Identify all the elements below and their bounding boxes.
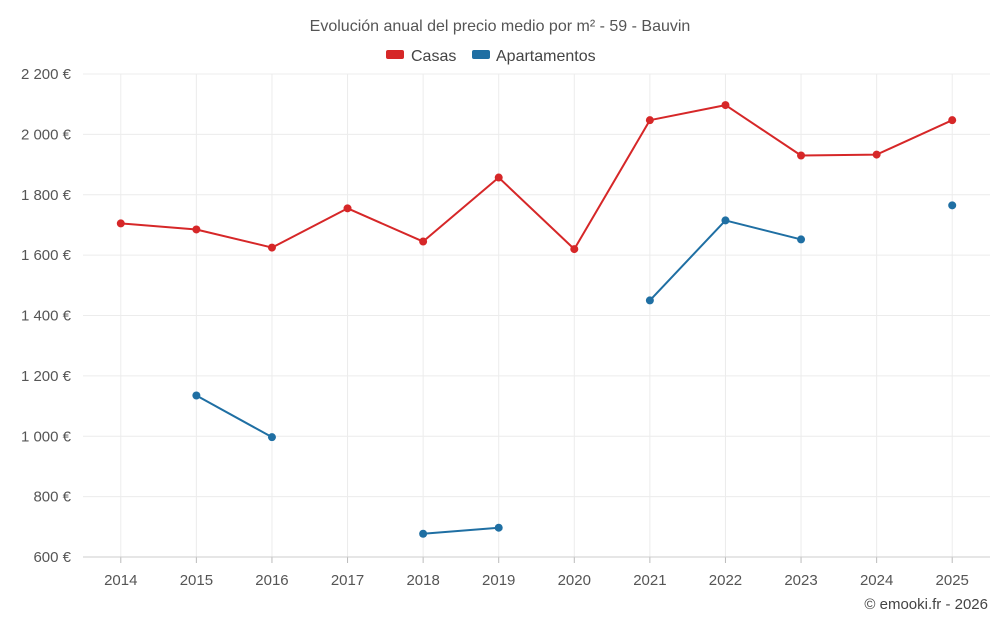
data-point-casas[interactable] (645, 116, 654, 125)
x-tick-label: 2021 (633, 572, 666, 589)
legend: Casas Apartamentos (386, 48, 596, 65)
x-tick-label: 2019 (482, 572, 515, 589)
series-line-casas (120, 104, 953, 251)
series (116, 101, 957, 538)
data-point-casas[interactable] (948, 116, 957, 125)
data-point-casas[interactable] (343, 204, 352, 213)
credit-text: © emooki.fr - 2026 (864, 596, 988, 613)
data-point-casas[interactable] (570, 245, 579, 254)
grid (83, 73, 990, 558)
y-tick-label: 1 400 € (21, 308, 72, 325)
x-tick-label: 2020 (558, 572, 591, 589)
data-point-casas[interactable] (494, 173, 503, 182)
x-tick-label: 2022 (709, 572, 742, 589)
data-point-apartamentos[interactable] (267, 433, 276, 442)
data-point-casas[interactable] (267, 243, 276, 252)
legend-item-apartamentos[interactable]: Apartamentos (472, 48, 596, 65)
y-tick-label: 1 600 € (21, 247, 72, 264)
y-tick-label: 2 000 € (21, 126, 72, 143)
series-line-apartamentos (195, 394, 273, 439)
x-tick-label: 2014 (104, 572, 137, 589)
y-tick-label: 1 000 € (21, 428, 72, 445)
legend-swatch-apartamentos (472, 50, 490, 59)
data-point-casas[interactable] (797, 151, 806, 160)
y-tick-label: 800 € (33, 489, 71, 506)
x-tick-label: 2018 (406, 572, 439, 589)
data-point-apartamentos[interactable] (419, 529, 428, 538)
x-tick-label: 2017 (331, 572, 364, 589)
data-point-apartamentos[interactable] (645, 296, 654, 305)
x-tick-label: 2024 (860, 572, 893, 589)
y-tick-label: 2 200 € (21, 66, 72, 83)
chart-title: Evolución anual del precio medio por m² … (310, 18, 691, 35)
axes: 600 € 800 € 1 000 € 1 200 € 1 400 € 1 600 € 1 … (21, 66, 990, 589)
data-point-apartamentos[interactable] (797, 235, 806, 244)
legend-label-casas: Casas (411, 48, 456, 65)
x-tick-label: 2016 (255, 572, 288, 589)
y-tick-label: 600 € (33, 549, 71, 566)
data-point-casas[interactable] (192, 225, 201, 234)
data-point-casas[interactable] (721, 101, 730, 110)
y-tick-label: 1 800 € (21, 187, 72, 204)
data-point-apartamentos[interactable] (948, 201, 957, 210)
series-line-apartamentos (423, 526, 499, 535)
legend-item-casas[interactable]: Casas (386, 48, 456, 65)
x-tick-label: 2015 (180, 572, 213, 589)
data-point-casas[interactable] (872, 150, 881, 159)
legend-label-apartamentos: Apartamentos (496, 48, 596, 65)
data-point-casas[interactable] (419, 237, 428, 246)
legend-swatch-casas (386, 50, 404, 59)
data-point-apartamentos[interactable] (721, 216, 730, 225)
data-point-apartamentos[interactable] (494, 523, 503, 532)
data-point-casas[interactable] (116, 219, 125, 228)
data-point-apartamentos[interactable] (192, 391, 201, 400)
x-tick-label: 2023 (784, 572, 817, 589)
y-tick-label: 1 200 € (21, 368, 72, 385)
x-tick-label: 2025 (936, 572, 969, 589)
